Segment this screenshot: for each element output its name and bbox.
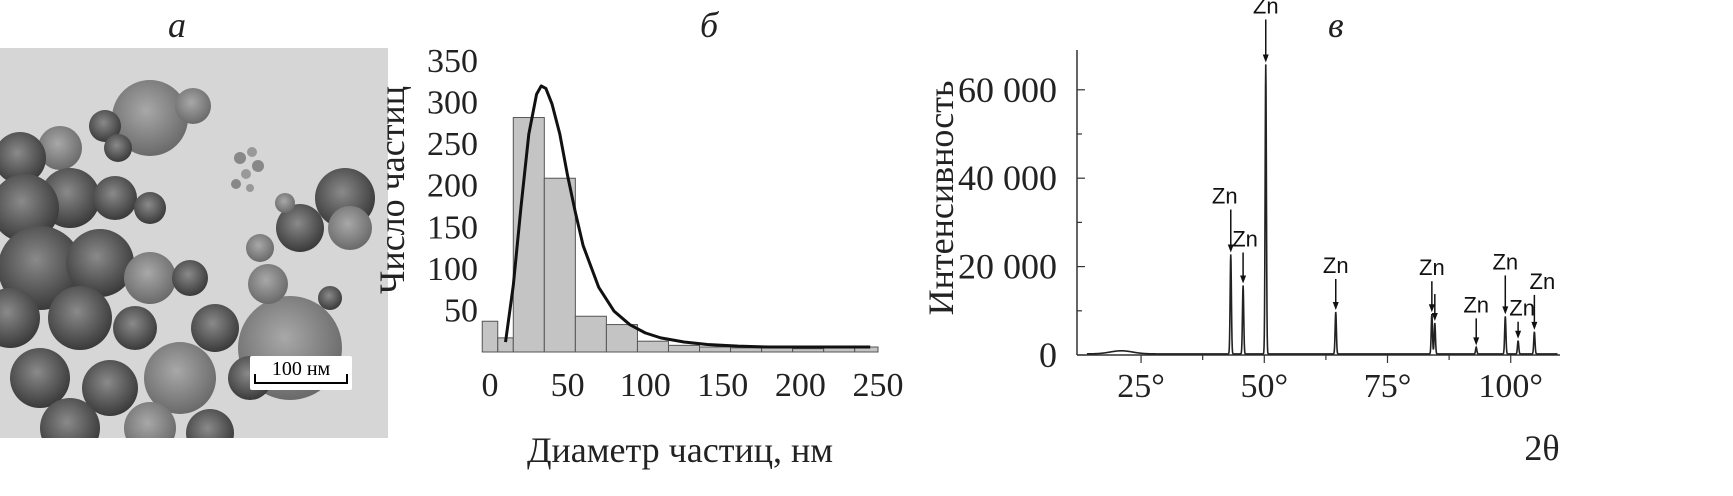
scale-bar: 100 нм <box>250 356 352 390</box>
y-tick-label: 150 <box>427 209 478 246</box>
scale-bar-label: 100 нм <box>271 358 331 380</box>
histogram-bar <box>730 347 763 353</box>
panel-c-letter: в <box>1328 5 1344 45</box>
histogram-bar <box>543 177 576 353</box>
x-axis-label: Диаметр частиц, нм <box>527 430 833 470</box>
y-tick-label: 350 <box>427 43 478 80</box>
histogram-bar <box>574 315 607 353</box>
x-tick-label: 100 <box>620 367 671 404</box>
y-axis-label: Число частиц <box>372 86 412 294</box>
histogram-bar <box>605 324 638 353</box>
tem-micrograph: 100 нм <box>0 48 388 438</box>
x-tick-label: 200 <box>775 367 826 404</box>
y-tick-label: 100 <box>427 251 478 288</box>
fit-curve <box>504 84 871 349</box>
y-tick-label: 300 <box>427 85 478 122</box>
scale-bar-line <box>254 374 348 384</box>
x-tick-label: 150 <box>697 367 748 404</box>
y-tick-label: 200 <box>427 168 478 205</box>
histogram-bar <box>792 348 825 353</box>
y-tick-label: 50 <box>444 292 478 329</box>
histogram-bar <box>481 320 499 353</box>
histogram-bar <box>636 340 669 353</box>
x-tick-label: 0 <box>482 367 499 404</box>
panel-b-letter: б <box>700 5 719 45</box>
x-tick-label: 50 <box>551 367 585 404</box>
y-tick-label: 250 <box>427 126 478 163</box>
x-tick-label: 250 <box>853 367 904 404</box>
tem-particles-image <box>0 48 388 438</box>
histogram-bar <box>699 346 732 353</box>
panel-a-letter: а <box>168 5 186 45</box>
histogram-bar <box>667 344 701 353</box>
